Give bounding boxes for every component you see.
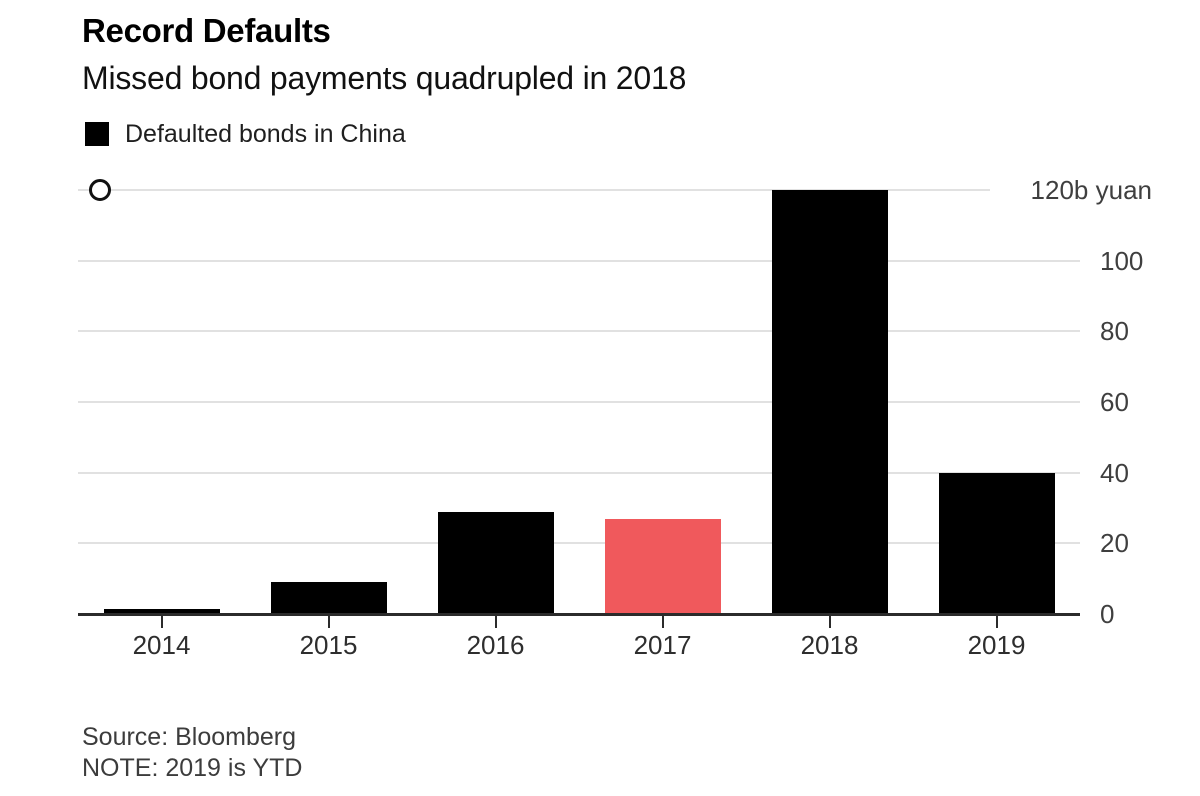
note-line: NOTE: 2019 is YTD xyxy=(82,754,303,782)
x-axis-label-2016: 2016 xyxy=(466,630,525,660)
gridline-120 xyxy=(78,189,990,191)
bar-2018 xyxy=(771,190,888,614)
x-axis-label-2015: 2015 xyxy=(299,630,358,660)
y-axis-label: 80 xyxy=(1100,316,1129,347)
x-axis-label-2018: 2018 xyxy=(800,630,859,660)
chart-title: Record Defaults xyxy=(82,12,331,49)
footnotes: Source: Bloomberg NOTE: 2019 is YTD xyxy=(82,722,302,784)
x-tick-2019 xyxy=(995,614,998,628)
x-tick-2016 xyxy=(494,614,497,628)
x-tick-2017 xyxy=(661,614,664,628)
gridline-40 xyxy=(78,471,1080,474)
gridline-20 xyxy=(78,542,1080,545)
y-axis-label: 100 xyxy=(1100,245,1144,276)
y-axis-label: 0 xyxy=(1100,599,1115,629)
source-line: Source: Bloomberg xyxy=(82,723,297,751)
y-axis-label: 20 xyxy=(1100,528,1129,559)
gridline-60 xyxy=(78,401,1080,403)
y-axis-label: 40 xyxy=(1100,457,1129,488)
x-tick-2018 xyxy=(828,614,831,628)
gridline-100 xyxy=(78,259,1080,262)
legend-label: Defaulted bonds in China xyxy=(125,119,406,148)
x-axis-line xyxy=(78,613,1080,616)
axis-top-circle-icon xyxy=(89,179,111,201)
x-axis-label-2014: 2014 xyxy=(132,630,191,660)
bar-2019 xyxy=(938,472,1055,614)
x-tick-2014 xyxy=(160,614,163,628)
x-axis-label-2017: 2017 xyxy=(633,630,692,660)
y-axis-unit-label: 120b yuan xyxy=(1030,175,1152,205)
x-axis-label-2019: 2019 xyxy=(967,630,1026,660)
bar-2015 xyxy=(270,582,387,614)
bar-2017 xyxy=(604,518,721,614)
chart-subtitle: Missed bond payments quadrupled in 2018 xyxy=(82,60,687,96)
legend: Defaulted bonds in China xyxy=(85,119,406,148)
y-axis-label: 60 xyxy=(1100,387,1129,417)
bar-2014 xyxy=(103,608,220,614)
gridline-80 xyxy=(78,330,1080,333)
bar-2016 xyxy=(437,511,554,614)
legend-swatch-icon xyxy=(85,122,109,146)
x-tick-2015 xyxy=(327,614,330,628)
